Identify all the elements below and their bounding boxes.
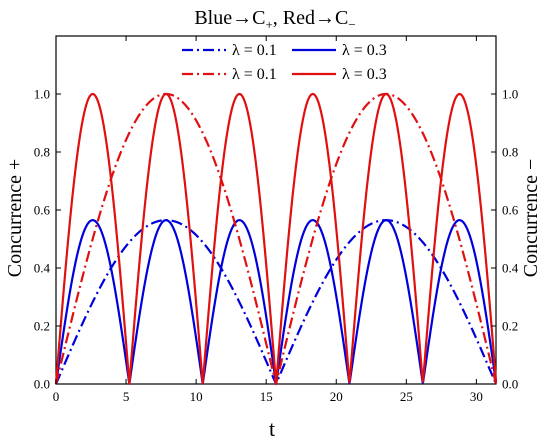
legend-label-2: λ = 0.1 [232, 66, 277, 83]
y-axis-label-left: Concurrence + [4, 159, 26, 277]
chart-title: Blue→C+, Red→C− [194, 7, 355, 32]
title-main: Blue→C [194, 7, 265, 29]
series-line-3 [54, 92, 498, 385]
plot-area: 0 5 10 15 20 25 30 0.0 0.0 0.2 0.2 0.4 0.4 0.6 0.6 0.8 0… [34, 35, 519, 404]
series-line-2 [54, 92, 498, 386]
x-axis-label: t [269, 416, 275, 441]
title-sub-minus: − [348, 17, 355, 32]
y-tick-label-right: 0.4 [502, 261, 519, 276]
title-sub-plus: + [265, 17, 272, 32]
x-tick-label: 15 [260, 389, 273, 404]
title-mid: , Red→C [273, 7, 349, 29]
y-axis-label-right: Concurrence − [520, 159, 542, 277]
y-tick-label-left: 1.0 [34, 87, 50, 102]
legend-label-1: λ = 0.3 [342, 42, 387, 59]
series-layer [54, 92, 498, 386]
y-tick-label-left: 0.6 [34, 203, 51, 218]
y-tick-label-left: 0.8 [34, 145, 50, 160]
y-tick-label-right: 0.0 [502, 377, 518, 392]
x-tick-label: 30 [470, 389, 483, 404]
legend-label-0: λ = 0.1 [232, 42, 277, 59]
x-tick-label: 10 [190, 389, 203, 404]
legend-label-3: λ = 0.3 [342, 66, 387, 83]
y-tick-label-left: 0.2 [34, 319, 50, 334]
x-tick-label: 5 [123, 389, 130, 404]
y-tick-label-right: 0.6 [502, 203, 519, 218]
y-tick-label-left: 0.0 [34, 377, 50, 392]
y-tick-label-right: 0.8 [502, 145, 518, 160]
y-tick-label-right: 0.2 [502, 319, 518, 334]
x-tick-label: 20 [330, 389, 343, 404]
x-tick-label: 0 [53, 389, 60, 404]
legend: λ = 0.1 λ = 0.3 λ = 0.1 λ = 0.3 [182, 42, 387, 83]
tick-layer: 0 5 10 15 20 25 30 0.0 0.0 0.2 0.2 0.4 0.4 0.6 0.6 0.8 0… [34, 36, 519, 404]
y-tick-label-right: 1.0 [502, 87, 518, 102]
y-tick-label-left: 0.4 [34, 261, 51, 276]
x-tick-label: 25 [400, 389, 413, 404]
